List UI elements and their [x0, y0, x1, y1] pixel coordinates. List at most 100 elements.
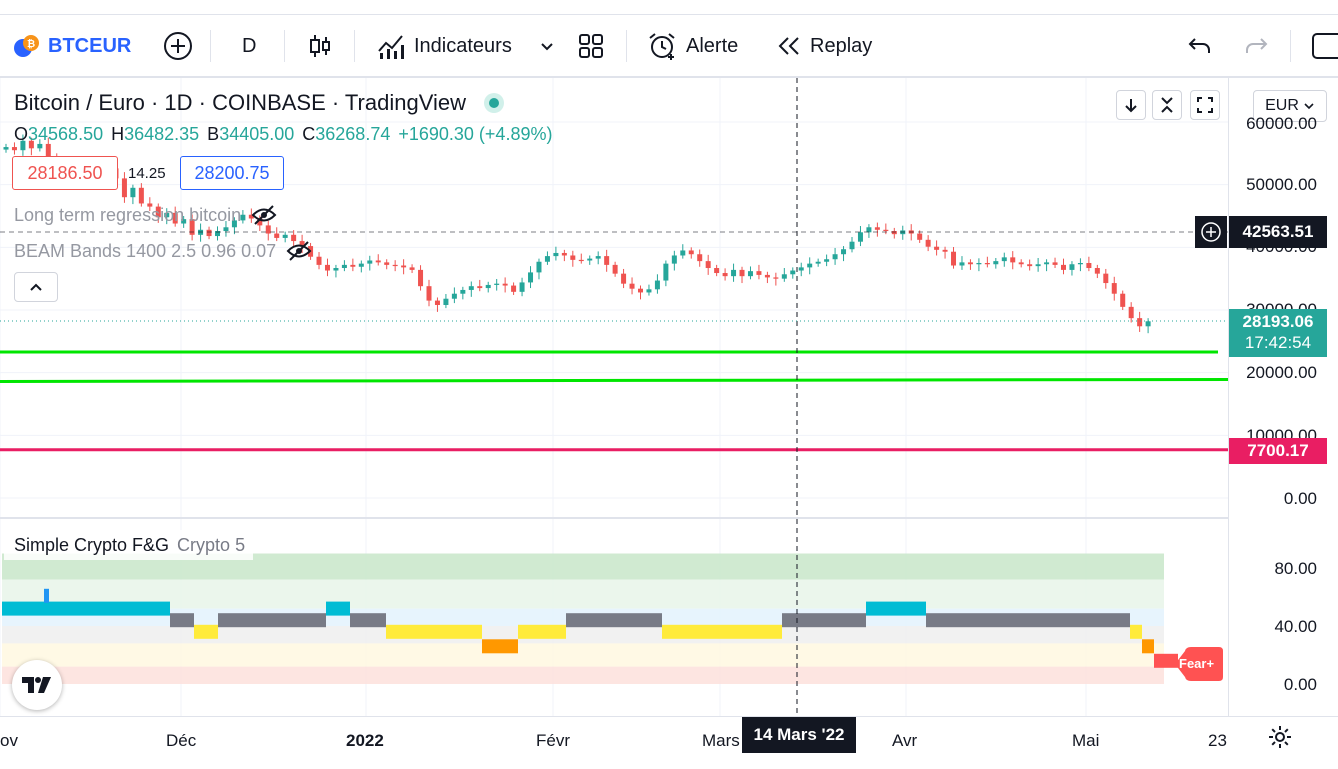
- fear-greed-step: [866, 601, 926, 616]
- candle-body: [1094, 268, 1100, 274]
- chart-settings-button[interactable]: [1268, 725, 1292, 754]
- candle-body: [824, 259, 830, 262]
- candle-body: [731, 269, 737, 277]
- chevron-up-icon: [30, 283, 42, 291]
- candle-body: [714, 268, 720, 274]
- indicator-legend-beam-bands[interactable]: BEAM Bands 1400 2.5 0.96 0.07: [14, 240, 312, 262]
- candle-body: [807, 263, 813, 268]
- rewind-icon: [778, 37, 799, 55]
- candle-body: [544, 256, 550, 262]
- candle-body: [434, 300, 440, 305]
- candle-body: [942, 249, 948, 252]
- arrow-down-icon: [1125, 99, 1137, 113]
- candle-body: [426, 286, 432, 301]
- price-axis[interactable]: EUR 60000.00 50000.00 40000.00 30000.00 …: [1228, 78, 1338, 716]
- plus-circle-icon: [1201, 222, 1221, 242]
- replay-button[interactable]: Replay: [776, 30, 872, 62]
- alert-button[interactable]: Alerte: [646, 30, 738, 62]
- candle-body: [764, 274, 770, 278]
- maximize-pane-button[interactable]: [1190, 90, 1220, 120]
- fear-greed-step: [926, 613, 1130, 628]
- candle-body: [443, 298, 449, 305]
- symbol-search-button[interactable]: ₿ BTCEUR: [12, 30, 131, 62]
- svg-text:₿: ₿: [27, 38, 35, 50]
- time-axis-label: Déc: [166, 731, 197, 750]
- sell-price-button[interactable]: 28186.50: [12, 156, 118, 190]
- candle-body: [265, 225, 271, 234]
- last-price-tag: 28193.06 17:42:54: [1229, 309, 1327, 357]
- fear-greed-legend[interactable]: Simple Crypto F&G Crypto 5: [4, 530, 254, 560]
- layout-save-button[interactable]: [1310, 30, 1338, 62]
- compare-add-button[interactable]: [162, 30, 194, 62]
- candle-body: [1052, 262, 1058, 265]
- indicator-legend-regression[interactable]: Long term regression bitcoin: [14, 204, 277, 226]
- candle-body: [993, 261, 999, 265]
- candle-body: [3, 147, 9, 150]
- undo-button[interactable]: [1186, 30, 1214, 62]
- open-value: 34568.50: [28, 124, 104, 144]
- collapse-legend-button[interactable]: [14, 272, 58, 302]
- toolbar-separator: [1290, 30, 1291, 62]
- candle-body: [1137, 318, 1143, 327]
- candle-body: [917, 233, 923, 240]
- candle-body: [409, 267, 415, 270]
- candle-body: [511, 285, 517, 292]
- indicators-button[interactable]: Indicateurs: [376, 30, 512, 62]
- collapse-pane-button[interactable]: [1152, 90, 1182, 120]
- indicators-dropdown-button[interactable]: [538, 30, 556, 62]
- candle-body: [984, 263, 990, 265]
- interval-button[interactable]: D: [242, 30, 256, 62]
- time-axis-label: Mars: [702, 731, 740, 750]
- candle-body: [621, 273, 627, 284]
- main-price-chart[interactable]: [0, 78, 1228, 716]
- symbol-label: BTCEUR: [48, 34, 132, 57]
- eye-hidden-icon[interactable]: [286, 240, 312, 262]
- tradingview-logo-icon: [22, 677, 51, 693]
- currency-selector[interactable]: EUR: [1253, 90, 1327, 122]
- redo-button[interactable]: [1242, 30, 1270, 62]
- candle-body: [688, 250, 694, 255]
- candle-body: [172, 212, 178, 224]
- candle-body: [494, 283, 500, 285]
- fear-greed-step: [818, 613, 866, 628]
- candle-body: [138, 187, 144, 204]
- crosshair-add-button[interactable]: [1195, 216, 1227, 248]
- sub-axis-label: 40.00: [1274, 617, 1317, 636]
- top-toolbar: ₿ BTCEUR D Indicateurs: [0, 0, 1338, 78]
- candle-body: [705, 261, 711, 269]
- crosshair-date-tag: 14 Mars '22: [742, 717, 856, 753]
- replay-label: Replay: [810, 34, 873, 57]
- candle-body: [1027, 264, 1033, 267]
- candle-body: [274, 233, 280, 238]
- alert-label: Alerte: [686, 34, 739, 57]
- fear-greed-zone: [2, 666, 1164, 684]
- chart-type-button[interactable]: [306, 30, 334, 62]
- candle-body: [392, 264, 398, 267]
- market-status-dot: [483, 93, 504, 113]
- time-axis[interactable]: ov Déc 2022 Févr Mars Avr Mai 23 14 Mars…: [0, 716, 1338, 769]
- collapse-icon: [1161, 97, 1173, 113]
- tradingview-logo[interactable]: [12, 660, 62, 710]
- candle-body: [1128, 306, 1134, 319]
- buy-price-button[interactable]: 28200.75: [180, 156, 284, 190]
- candle-body: [460, 289, 466, 294]
- move-pane-down-button[interactable]: [1116, 90, 1146, 120]
- indicator-name: Long term regression bitcoin: [14, 204, 242, 225]
- eye-hidden-icon[interactable]: [251, 204, 277, 226]
- candle-body: [671, 255, 677, 264]
- candle-body: [866, 227, 872, 233]
- candle-body: [1111, 283, 1117, 294]
- candle-body: [883, 229, 889, 232]
- beam-bands: [0, 350, 1228, 452]
- layouts-button[interactable]: [576, 30, 606, 62]
- time-axis-label: Févr: [536, 731, 570, 750]
- candle-body: [519, 282, 525, 292]
- candle-body: [324, 264, 330, 271]
- candle-body: [612, 264, 618, 274]
- candle-body: [595, 256, 601, 259]
- symbol-legend[interactable]: Bitcoin / Euro · 1D · COINBASE · Trading…: [14, 90, 504, 116]
- candles-icon: [310, 35, 330, 57]
- candle-body: [578, 259, 584, 262]
- fear-greed-step: [218, 613, 326, 628]
- candle-body: [646, 289, 652, 293]
